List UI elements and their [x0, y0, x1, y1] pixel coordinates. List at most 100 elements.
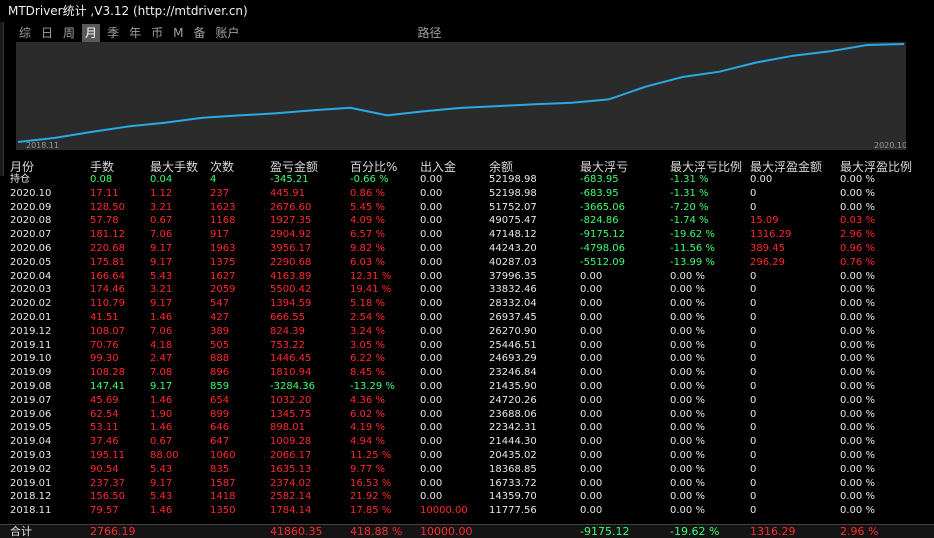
table-cell: 2020.08	[10, 215, 52, 227]
table-row[interactable]: 2019.01 237.37 9.17 1587 2374.02 16.53 % 0.00 1…	[0, 477, 934, 491]
table-cell: -4798.06	[580, 242, 625, 254]
table-cell: 3.05 %	[350, 339, 385, 351]
table-row[interactable]: 2019.12 108.07 7.06 389 824.39 3.24 % 0.00 2627…	[0, 325, 934, 339]
column-header[interactable]: 盈亏金额	[270, 160, 319, 174]
column-header[interactable]: 最大浮亏比例	[670, 160, 743, 174]
table-cell: 1.46	[150, 505, 173, 517]
column-header[interactable]: 百分比%	[350, 160, 398, 174]
table-row[interactable]: 2020.10 17.11 1.12 237 445.91 0.86 % 0.00 52198…	[0, 187, 934, 201]
table-cell: 0	[750, 339, 757, 351]
table-cell: 2019.10	[10, 353, 52, 365]
table-cell: 0.00 %	[840, 339, 875, 351]
tab-5[interactable]: 年	[129, 26, 142, 40]
table-cell: 99.30	[90, 353, 119, 365]
table-row[interactable]: 2019.07 45.69 1.46 654 1032.20 4.36 % 0.00 2472…	[0, 394, 934, 408]
table-row[interactable]: 2020.02 110.79 9.17 547 1394.59 5.18 % 0.00 283…	[0, 297, 934, 311]
table-row[interactable]: 2019.11 70.76 4.18 505 753.22 3.05 % 0.00 25446…	[0, 339, 934, 353]
table-row[interactable]: 2020.03 174.46 3.21 2059 5500.42 19.41 % 0.00 3…	[0, 283, 934, 297]
table-row[interactable]: 2020.06 220.68 9.17 1963 3956.17 9.82 % 0.00 44…	[0, 242, 934, 256]
table-cell: 0	[750, 270, 757, 282]
table-cell: 0.00 %	[840, 367, 875, 379]
table-cell: 0.00 %	[670, 311, 705, 323]
table-cell: 1418	[210, 491, 236, 503]
table-cell: 5.45 %	[350, 201, 385, 213]
table-cell: 9.17	[150, 380, 173, 392]
table-row[interactable]: 2020.07 181.12 7.06 917 2904.92 6.57 % 0.00 471…	[0, 228, 934, 242]
table-row[interactable]: 2019.04 37.46 0.67 647 1009.28 4.94 % 0.00 2144…	[0, 435, 934, 449]
table-row[interactable]: 2019.05 53.11 1.46 646 898.01 4.19 % 0.00 22342…	[0, 421, 934, 435]
table-row[interactable]: 2019.08 147.41 9.17 859 -3284.36 -13.29 % 0.00…	[0, 380, 934, 394]
table-cell: -13.29 %	[350, 380, 395, 392]
table-cell: 5.18 %	[350, 298, 385, 310]
column-header[interactable]: 最大浮盈金额	[750, 160, 823, 174]
column-header[interactable]: 最大手数	[150, 160, 199, 174]
tab-8[interactable]: 备	[193, 26, 206, 40]
tab-1[interactable]: 日	[41, 26, 54, 40]
table-row[interactable]: 2019.10 99.30 2.47 888 1446.45 6.22 % 0.00 2469…	[0, 352, 934, 366]
table-cell: 5500.42	[270, 284, 312, 296]
tab-7[interactable]: M	[173, 26, 184, 40]
column-header[interactable]: 出入金	[420, 160, 457, 174]
table-cell: 51752.07	[489, 201, 537, 213]
tab-0[interactable]: 综	[19, 26, 32, 40]
table-cell: 7.08	[150, 367, 173, 379]
column-header[interactable]: 最大浮盈比例	[840, 160, 913, 174]
table-row[interactable]: 持仓 0.08 0.04 4 -345.21 -0.66 % 0.00 52198.98 -68…	[0, 173, 934, 187]
table-cell: 88.00	[150, 449, 179, 461]
table-cell: 5.43	[150, 491, 173, 503]
table-cell: 108.07	[90, 325, 125, 337]
table-cell: 0	[750, 491, 757, 503]
table-cell: -1.31 %	[670, 174, 709, 185]
column-header[interactable]: 最大浮亏	[580, 160, 629, 174]
table-row[interactable]: 2019.03 195.11 88.00 1060 2066.17 11.25 % 0.00…	[0, 449, 934, 463]
chart-end-label: 2020.10	[874, 141, 906, 150]
column-header[interactable]: 月份	[10, 160, 35, 174]
table-cell: 0.00	[580, 505, 603, 517]
tab-3[interactable]: 月	[82, 24, 101, 42]
table-cell: 0.00 %	[840, 491, 875, 503]
table-cell: 0.00	[420, 408, 443, 420]
table-cell: 0.00 %	[670, 422, 705, 434]
tab-6[interactable]: 币	[151, 26, 164, 40]
table-cell: 0.00 %	[670, 477, 705, 489]
table-row[interactable]: 2019.06 62.54 1.90 899 1345.75 6.02 % 0.00 2368…	[0, 408, 934, 422]
table-row[interactable]: 2018.12 156.50 5.43 1418 2582.14 21.92 % 0.00 1…	[0, 490, 934, 504]
table-cell: 0.00	[580, 408, 603, 420]
table-cell: 174.46	[90, 284, 125, 296]
table-cell: 2019.05	[10, 422, 52, 434]
table-row[interactable]: 2020.04 166.64 5.43 1627 4163.89 12.31 % 0.00 3…	[0, 270, 934, 284]
table-cell: 0	[750, 394, 757, 406]
table-cell: 0.00 %	[670, 380, 705, 392]
tab-2[interactable]: 周	[63, 26, 76, 40]
column-header[interactable]: 手数	[90, 160, 115, 174]
column-header[interactable]: 余额	[489, 160, 514, 174]
table-cell: 547	[210, 298, 230, 310]
table-row[interactable]: 2020.01 41.51 1.46 427 666.55 2.54 % 0.00 26937…	[0, 311, 934, 325]
table-cell: 1.46	[150, 394, 173, 406]
table-cell: 147.41	[90, 380, 125, 392]
table-cell: 0.00	[420, 463, 443, 475]
table-row[interactable]: 2020.09 128.50 3.21 1623 2676.60 5.45 % 0.00 51…	[0, 201, 934, 215]
table-cell: 0.00 %	[840, 408, 875, 420]
table-cell: 0.00	[420, 270, 443, 282]
table-cell: 1394.59	[270, 298, 312, 310]
table-row[interactable]: 2019.02 90.54 5.43 835 1635.13 9.77 % 0.00 1836…	[0, 463, 934, 477]
table-cell: 2019.04	[10, 436, 52, 448]
table-cell: 57.78	[90, 215, 119, 227]
tab-4[interactable]: 季	[107, 26, 120, 40]
table-cell: 0	[750, 367, 757, 379]
table-cell: 0.00	[420, 256, 443, 268]
table-cell: 2.47	[150, 353, 173, 365]
tab-9[interactable]: 账户	[215, 26, 240, 40]
table-cell: 0.67	[150, 215, 173, 227]
table-row[interactable]: 2018.11 79.57 1.46 1350 1784.14 17.85 % 10000.…	[0, 504, 934, 518]
table-cell: 0.00 %	[840, 311, 875, 323]
column-header[interactable]: 次数	[210, 160, 235, 174]
table-cell: 0.00 %	[840, 505, 875, 517]
table-row[interactable]: 2020.05 175.81 9.17 1375 2290.68 6.03 % 0.00 40…	[0, 256, 934, 270]
table-cell: 0.00 %	[670, 325, 705, 337]
tab-10[interactable]: 路径	[417, 26, 442, 40]
table-cell: 3.24 %	[350, 325, 385, 337]
table-row[interactable]: 2019.09 108.28 7.08 896 1810.94 8.45 % 0.00 232…	[0, 366, 934, 380]
table-row[interactable]: 2020.08 57.78 0.67 1168 1927.35 4.09 % 0.00 490…	[0, 214, 934, 228]
